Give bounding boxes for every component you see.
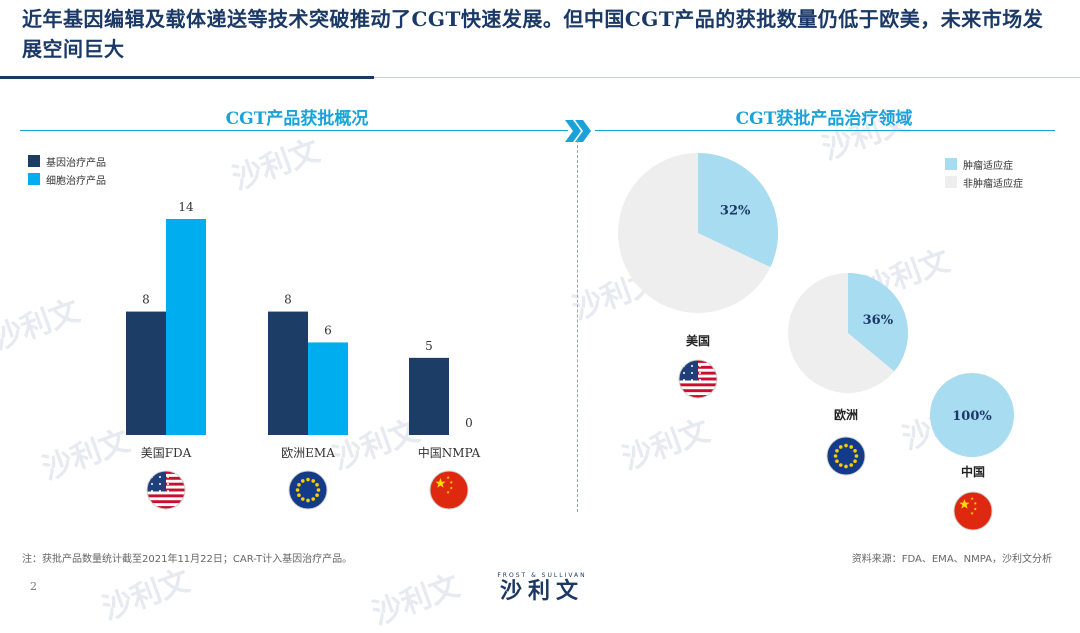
title-underline [0, 76, 374, 79]
left-section-title: CGT产品获批概况 [225, 109, 369, 129]
legend-swatch-cell [28, 173, 40, 185]
bar-value-label: 8 [284, 293, 292, 307]
category-label: 中国NMPA [418, 445, 481, 460]
flag-eu-icon [826, 436, 866, 476]
footnote: 注：获批产品数量统计截至2021年11月22日；CAR-T计入基因治疗产品。 [22, 554, 353, 565]
right-section-rule [595, 130, 1055, 131]
right-section-title: CGT获批产品治疗领域 [735, 109, 913, 129]
watermark: 沙利文 [97, 563, 195, 628]
bar-gene-0 [126, 311, 166, 435]
bar-value-label: 5 [425, 339, 433, 353]
pie-slice-tumor [698, 153, 778, 268]
legend-swatch-gene [28, 155, 40, 167]
logo-small-text: FROST & SULLIVAN [497, 572, 587, 579]
pie-percent-label: 32% [720, 203, 751, 218]
page-title: 近年基因编辑及载体递送等技术突破推动了CGT快速发展。但中国CGT产品的获批数量… [22, 7, 1044, 61]
page-number: 2 [30, 580, 37, 593]
flag-china-icon [953, 491, 993, 531]
legend-label-cell: 细胞治疗产品 [46, 175, 106, 187]
pie-slice-tumor [930, 373, 1014, 457]
legend-swatch-nontumor [945, 176, 957, 188]
watermark: 沙利文 [367, 568, 465, 633]
pie-chart: 32% 美国 36% 欧洲 100% 中国 [618, 153, 1014, 531]
legend-label-gene: 基因治疗产品 [46, 157, 106, 169]
legend-label-tumor: 肿瘤适应症 [963, 160, 1013, 172]
pie-1: 36% 欧洲 [788, 273, 908, 422]
pie-2: 100% 中国 [930, 373, 1014, 479]
left-section-rule [20, 130, 568, 131]
flag-eu-icon [288, 470, 328, 510]
pie-legend: 肿瘤适应症 非肿瘤适应症 [945, 155, 1023, 191]
category-label: 美国FDA [141, 446, 192, 460]
bar-gene-2 [409, 357, 449, 435]
source-note: 资料来源：FDA、EMA、NMPA，沙利文分析 [851, 554, 1052, 565]
pie-percent-label: 36% [863, 313, 894, 328]
chevron-right-icon [565, 120, 591, 142]
frost-sullivan-logo: FROST & SULLIVAN 沙利文 [482, 572, 602, 603]
pie-region-label: 美国 [686, 333, 710, 348]
bar-value-label: 14 [178, 200, 194, 214]
section-divider [577, 140, 578, 512]
pie-region-label: 中国 [961, 464, 985, 479]
pie-region-label: 欧洲 [834, 407, 858, 422]
bar-value-label: 0 [465, 416, 473, 430]
title-underline-light [374, 77, 1080, 78]
flag-us-icon [146, 470, 186, 510]
bar-value-label: 6 [324, 323, 332, 337]
bar-cell-1 [308, 342, 348, 435]
flag-china-icon [429, 470, 469, 510]
legend-swatch-tumor [945, 158, 957, 170]
legend-label-nontumor: 非肿瘤适应症 [963, 178, 1023, 190]
bar-legend: 基因治疗产品 细胞治疗产品 [28, 152, 106, 188]
pie-0: 32% 美国 [618, 153, 778, 348]
bar-chart: 8 14 美国FDA 8 6 欧洲EMA 5 0 中国NMPA [126, 200, 481, 510]
bar-cell-0 [166, 219, 206, 435]
pie-percent-label: 100% [952, 409, 992, 424]
bar-value-label: 8 [142, 293, 150, 307]
logo-big-text: 沙利文 [499, 578, 584, 604]
category-label: 欧洲EMA [281, 446, 335, 460]
flag-us-icon [678, 359, 718, 399]
bar-gene-1 [268, 311, 308, 435]
pie-slice-tumor [848, 273, 908, 372]
